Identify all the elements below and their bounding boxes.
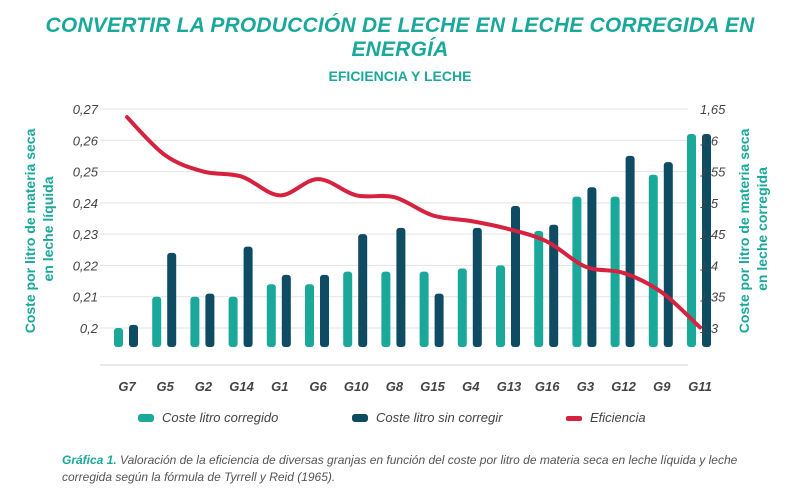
efficiency-milk-chart: 0,20,210,220,230,240,250,260,27 1,31,351…	[22, 102, 770, 425]
bar-uncorrected	[320, 274, 329, 347]
y-axis-left-title-line1: Coste por litro de materia seca	[22, 128, 38, 333]
x-tick-label: G4	[462, 379, 480, 394]
bar-uncorrected	[281, 274, 291, 347]
bar-corrected	[687, 134, 696, 347]
bar-uncorrected	[167, 252, 177, 347]
legend-swatch-line	[566, 416, 582, 421]
bar-corrected	[534, 231, 544, 347]
bar-uncorrected	[205, 293, 215, 347]
y-axis-right-title-line1: Coste por litro de materia seca	[736, 128, 752, 333]
bar-uncorrected	[702, 134, 711, 347]
x-tick-label: G1	[271, 379, 288, 394]
x-tick-label: G6	[309, 379, 327, 394]
y2-tick-label: 1,65	[700, 102, 726, 117]
x-tick-label: G14	[229, 379, 254, 394]
y-tick-label: 0,21	[73, 290, 98, 305]
page-title: CONVERTIR LA PRODUCCIÓN DE LECHE EN LECH…	[45, 14, 755, 61]
figure-caption: Gráfica 1. Valoración de la eficiencia d…	[62, 452, 790, 486]
bar-corrected	[572, 196, 582, 347]
bar-uncorrected	[396, 227, 406, 347]
x-tick-label: G2	[195, 379, 213, 394]
bar-corrected	[114, 328, 123, 347]
legend-label: Eficiencia	[590, 410, 646, 425]
bar-uncorrected	[549, 224, 559, 347]
y-tick-label: 0,25	[73, 165, 99, 180]
y2-tick-label: 1,55	[700, 165, 726, 180]
y-tick-label: 0,23	[73, 227, 99, 242]
y-axis-left-title-line2: en leche líquida	[40, 176, 56, 281]
bar-corrected	[266, 284, 276, 347]
bar-corrected	[381, 271, 391, 347]
x-tick-label: G15	[420, 379, 445, 394]
bar-uncorrected	[663, 162, 673, 347]
bar-corrected	[152, 296, 162, 347]
bar-corrected	[419, 271, 429, 347]
y-tick-label: 0,2	[80, 321, 99, 336]
bar-corrected	[343, 271, 353, 347]
legend-swatch-bar	[138, 414, 154, 422]
x-tick-label: G11	[688, 379, 712, 394]
bar-uncorrected	[358, 234, 368, 347]
x-tick-label: G16	[535, 379, 560, 394]
caption-label: Gráfica 1.	[62, 453, 117, 467]
bar-corrected	[648, 174, 658, 347]
bar-corrected	[228, 296, 238, 347]
bar-corrected	[305, 284, 314, 347]
legend: Coste litro corregido Coste litro sin cor…	[138, 410, 646, 425]
y2-tick-label: 1,5	[700, 196, 719, 211]
y2-tick-label: 1,6	[700, 133, 719, 148]
y-tick-label: 0,26	[73, 133, 99, 148]
bar-corrected	[457, 268, 467, 347]
y-tick-label: 0,27	[73, 102, 99, 117]
bar-uncorrected	[434, 293, 444, 347]
x-tick-label: G5	[157, 379, 175, 394]
legend-label: Coste litro sin corregir	[376, 410, 503, 425]
x-tick-label: G8	[386, 379, 404, 394]
y2-tick-label: 1,3	[700, 321, 719, 336]
x-tick-label: G10	[344, 379, 369, 394]
bar-corrected	[496, 265, 505, 347]
chart-title: EFICIENCIA Y LECHE	[328, 68, 472, 84]
x-tick-label: G7	[118, 379, 136, 394]
legend-swatch-bar	[352, 414, 368, 422]
x-tick-label: G13	[497, 379, 522, 394]
bar-uncorrected	[511, 205, 520, 347]
x-tick-label: G3	[577, 379, 595, 394]
bar-corrected	[190, 296, 200, 347]
y2-tick-label: 1,4	[700, 258, 718, 273]
y-axis-right-title-line2: en leche corregida	[754, 167, 770, 291]
y-axis-right-title: Coste por litro de materia seca en leche…	[736, 125, 770, 334]
x-axis: G7 G5 G2 G14 G1 G6 G10 G8 G15 G4 G13 G16 G3 G12 G9 G11	[118, 379, 711, 394]
y-tick-label: 0,22	[73, 258, 99, 273]
caption-text: Valoración de la eficiencia de diversas …	[62, 453, 738, 484]
x-tick-label: G12	[611, 379, 636, 394]
y2-tick-label: 1,45	[700, 227, 726, 242]
bar-uncorrected	[129, 324, 138, 347]
bar-uncorrected	[472, 227, 482, 347]
legend-label: Coste litro corregido	[162, 410, 278, 425]
bar-uncorrected	[625, 155, 635, 347]
y-axis-left: 0,2 0,21 0,22 0,23 0,24 0,25 0,26 0,27	[73, 102, 99, 336]
y2-tick-label: 1,35	[700, 290, 726, 305]
bar-uncorrected	[243, 246, 253, 347]
y-axis-right: 1,3 1,35 1,4 1,45 1,5 1,55 1,6 1,65	[700, 102, 726, 336]
x-tick-label: G9	[653, 379, 671, 394]
efficiency-line	[125, 115, 702, 330]
gridlines	[100, 108, 688, 366]
y-tick-label: 0,24	[73, 196, 98, 211]
bars	[114, 134, 711, 347]
y-axis-left-title: Coste por litro de materia seca en leche…	[22, 125, 56, 334]
efficiency-line-path	[125, 115, 702, 330]
